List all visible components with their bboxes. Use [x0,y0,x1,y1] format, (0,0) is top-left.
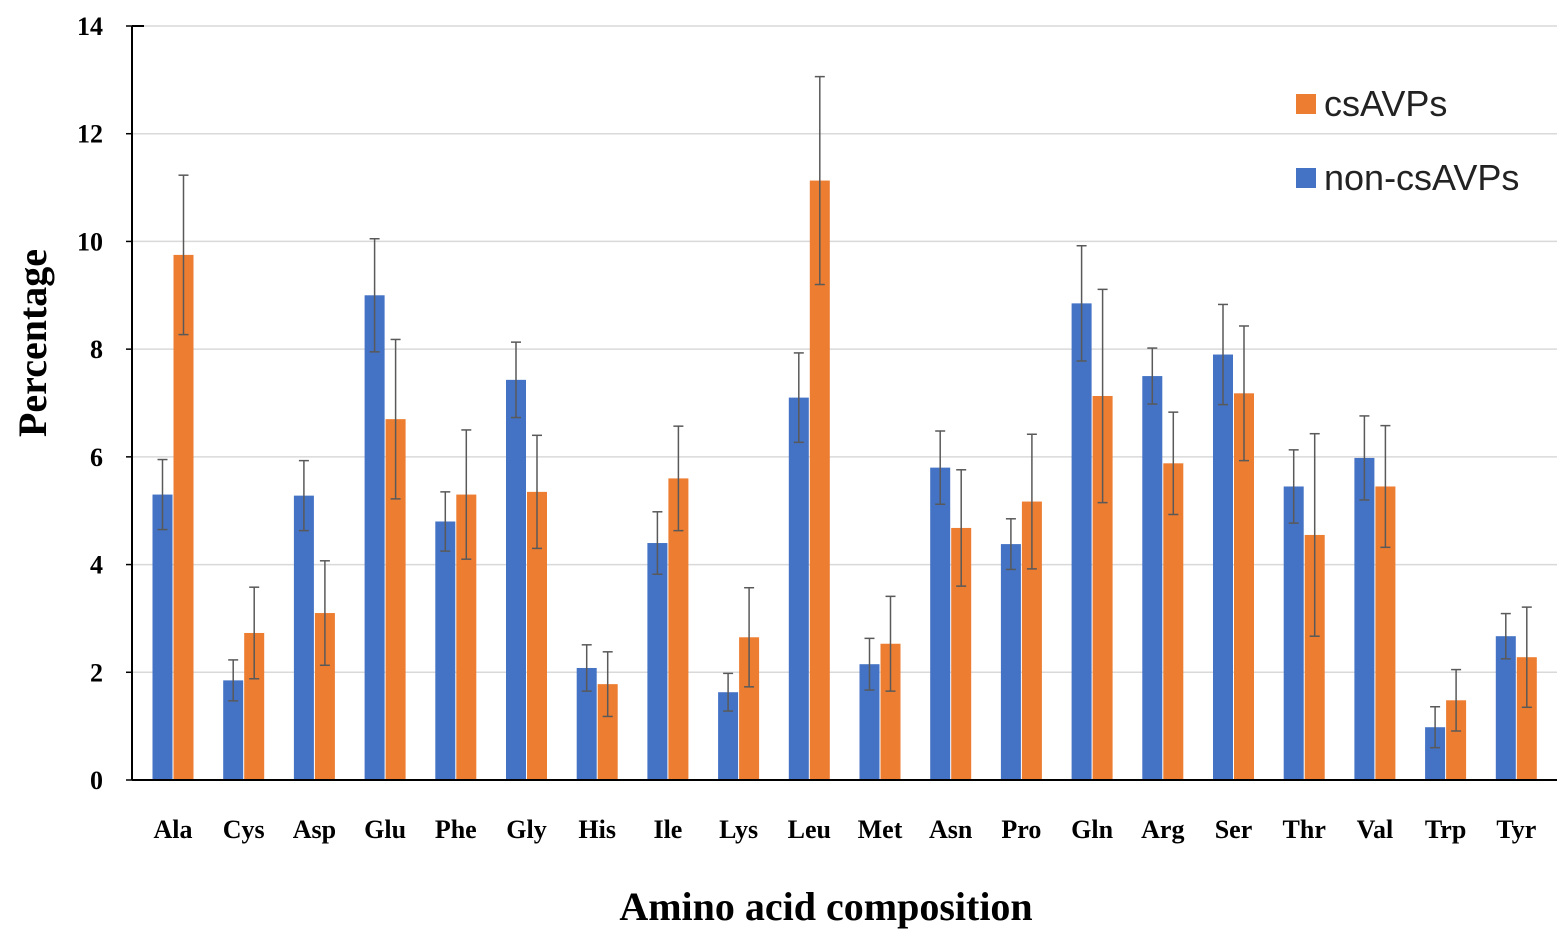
bar-csavps-leu [809,180,830,780]
bar-non-csavps-his [576,667,597,780]
x-tick-label: Cys [223,815,265,844]
bar-non-csavps-leu [788,397,809,780]
y-tick-label: 2 [90,658,103,687]
y-tick-label: 0 [90,766,103,795]
bar-csavps-arg [1163,463,1184,780]
y-tick-label: 14 [77,12,103,41]
legend-swatch-csavps [1296,94,1316,114]
bar-csavps-gly [527,491,547,780]
bar-non-csavps-lys [718,692,739,780]
bar-csavps-cys [244,632,265,780]
y-tick-label: 8 [90,335,103,364]
bars [152,180,1537,781]
bar-csavps-tyr [1516,657,1537,780]
bar-non-csavps-cys [223,680,244,780]
x-tick-label: Leu [788,815,831,844]
y-axis-title: Percentage [10,249,55,437]
legend-label-csavps: csAVPs [1324,83,1447,124]
x-tick-label: Met [858,815,903,844]
legend: csAVPs non-csAVPs [1296,83,1519,198]
axes [131,25,1557,781]
bar-non-csavps-phe [435,521,456,780]
bar-non-csavps-tyr [1495,636,1516,780]
x-tick-label: Pro [1001,815,1041,844]
bar-csavps-his [597,684,618,780]
x-tick-label: Tyr [1496,815,1536,844]
y-tick-label: 10 [77,227,103,256]
bar-non-csavps-val [1354,457,1375,780]
x-axis-title: Amino acid composition [619,884,1032,929]
bar-csavps-thr [1304,534,1325,780]
bar-non-csavps-glu [364,295,385,780]
bar-csavps-ser [1234,393,1254,780]
y-tick-label: 12 [77,120,103,149]
x-tick-label: His [578,815,616,844]
y-tick-labels: 0 2 4 6 8 10 12 14 [77,12,132,795]
bar-csavps-met [880,643,901,780]
x-tick-label: Gly [506,815,546,844]
x-tick-label: Trp [1425,815,1466,844]
bar-non-csavps-met [859,664,880,780]
x-tick-label: Thr [1283,815,1326,844]
x-tick-label: Asp [293,815,336,844]
x-tick-label: Glu [364,815,406,844]
bar-csavps-ile [668,478,689,780]
bar-csavps-val [1375,486,1396,780]
bar-non-csavps-asn [930,467,951,780]
bar-csavps-lys [739,637,760,780]
bar-non-csavps-ala [152,494,173,780]
legend-swatch-non-csavps [1296,168,1316,188]
bar-csavps-ala [173,254,194,781]
bar-csavps-glu [385,419,406,780]
x-tick-label: Phe [435,815,477,844]
bar-non-csavps-pro [1000,544,1021,780]
bar-non-csavps-trp [1425,727,1446,780]
bar-csavps-phe [456,494,477,780]
bar-non-csavps-ile [647,543,668,780]
bar-csavps-gln [1092,395,1113,780]
bar-non-csavps-gly [506,379,526,780]
x-tick-label: Val [1357,815,1394,844]
y-tick-label: 4 [90,551,103,580]
bar-csavps-asn [951,527,972,780]
bar-non-csavps-arg [1142,376,1163,780]
legend-label-non-csavps: non-csAVPs [1324,157,1519,198]
bar-csavps-asp [314,613,335,780]
bar-csavps-trp [1446,700,1467,780]
x-tick-label: Lys [719,815,758,844]
bar-non-csavps-gln [1071,303,1092,780]
bar-non-csavps-thr [1283,486,1304,780]
x-tick-label: Arg [1141,815,1184,844]
x-tick-label: Ala [154,815,193,844]
x-tick-label: Ile [653,815,682,844]
bar-non-csavps-asp [293,495,314,780]
x-tick-label: Gln [1071,815,1113,844]
x-tick-labels: Ala Cys Asp Glu Phe Gly His Ile Lys Leu Met Asn Pro G… [154,815,1537,844]
error-bars [157,75,1532,749]
x-tick-label: Asn [929,815,973,844]
x-tick-label: Ser [1215,815,1253,844]
bar-csavps-pro [1021,501,1042,780]
y-tick-label: 6 [90,443,103,472]
bar-non-csavps-ser [1213,354,1233,780]
